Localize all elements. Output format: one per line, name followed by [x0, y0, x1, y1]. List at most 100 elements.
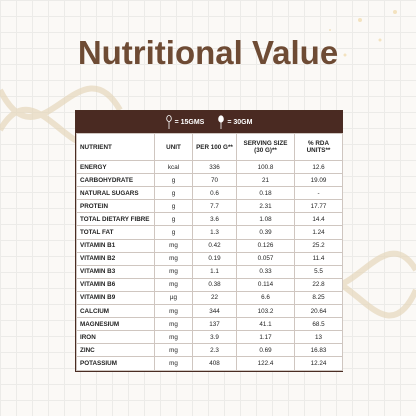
table-row: VITAMIN B3 mg 1.1 0.33 5.5 [76, 264, 343, 279]
table-cell: 0.38 [192, 277, 237, 292]
table-row: ENERGY kcal 336 100.8 12.6 [76, 159, 343, 175]
table-cell: 1.1 [192, 264, 237, 279]
table-cell: 22 [192, 290, 237, 306]
table-cell: mg [154, 356, 193, 371]
table-cell: 3.6 [192, 212, 237, 227]
table-cell: NATURAL SUGARS [76, 186, 155, 201]
table-cell: g [154, 225, 193, 240]
table-cell: g [154, 173, 193, 188]
column-header: % RDA UNITS** [294, 133, 343, 161]
table-cell: µg [154, 290, 193, 306]
table-cell: PROTEIN [76, 199, 155, 214]
table-cell: 0.42 [192, 238, 237, 253]
table-cell: 19.09 [294, 173, 343, 188]
table-cell: 13 [294, 330, 343, 345]
table-cell: VITAMIN B6 [76, 277, 155, 292]
table-row: VITAMIN B6 mg 0.38 0.114 22.8 [76, 277, 343, 292]
spoon-icon [165, 115, 172, 129]
table-row: ZINC mg 2.3 0.69 16.83 [76, 343, 343, 358]
table-cell: 0.33 [236, 264, 295, 279]
legend-item: = 30GM [218, 115, 252, 129]
table-cell: g [154, 199, 193, 214]
table-cell: 0.39 [236, 225, 295, 240]
spoon-icon [218, 115, 225, 129]
table-cell: 408 [192, 356, 237, 371]
table-cell: g [154, 212, 193, 227]
table-cell: 336 [192, 159, 237, 175]
table-cell: 8.25 [294, 290, 343, 306]
table-cell: 0.057 [236, 251, 295, 266]
table-cell: 2.31 [236, 199, 295, 214]
table-cell: 25.2 [294, 238, 343, 253]
table-row: VITAMIN B1 mg 0.42 0.126 25.2 [76, 238, 343, 253]
table-cell: VITAMIN B1 [76, 238, 155, 253]
legend-text: = 30GM [227, 118, 253, 126]
table-row: TOTAL FAT g 1.3 0.39 1.24 [76, 225, 343, 240]
table-cell: 3.9 [192, 330, 237, 345]
legend-text: = 15GMS [174, 118, 205, 126]
table-row: PROTEIN g 7.7 2.31 17.77 [76, 199, 343, 214]
table-cell: 100.8 [236, 159, 295, 175]
table-cell: mg [154, 277, 193, 292]
table-cell: 17.77 [294, 199, 343, 214]
table-cell: 137 [192, 317, 237, 332]
table-cell: mg [154, 304, 193, 319]
table-cell: 1.08 [236, 212, 295, 227]
table-row: MAGNESIUM mg 137 41.1 68.5 [76, 317, 343, 332]
column-header: SERVING SIZE (30 G)** [236, 133, 295, 161]
table-row: CARBOHYDRATE g 70 21 19.09 [76, 173, 343, 188]
table-cell: 70 [192, 173, 237, 188]
title: Nutritional Value [77, 34, 339, 71]
serving-legend: = 15GMS = 30GM [76, 111, 342, 133]
table-cell: 12.6 [294, 159, 343, 175]
nutrition-table: = 15GMS = 30GM NUTRIENT UNIT PER 100 G** SE… [75, 110, 343, 372]
table-cell: mg [154, 343, 193, 358]
table-cell: IRON [76, 330, 155, 345]
table-cell: VITAMIN B3 [76, 264, 155, 279]
table-cell: 103.2 [236, 304, 295, 319]
table-cell: 0.69 [236, 343, 295, 358]
table-cell: 0.114 [236, 277, 295, 292]
table-row: TOTAL DIETARY FIBRE g 3.6 1.08 14.4 [76, 212, 343, 227]
table-cell: 0.6 [192, 186, 237, 201]
table-cell: mg [154, 251, 193, 266]
table-row: POTASSIUM mg 408 122.4 12.24 [76, 356, 343, 371]
legend-item: = 15GMS [165, 115, 205, 129]
table-row: CALCIUM mg 344 103.2 20.64 [76, 304, 343, 319]
table-cell: 0.19 [192, 251, 237, 266]
table-cell: POTASSIUM [76, 356, 155, 371]
table-cell: kcal [154, 159, 193, 175]
table-cell: ZINC [76, 343, 155, 358]
table-row: NATURAL SUGARS g 0.6 0.18- [76, 186, 343, 201]
table-cell: - [294, 186, 343, 201]
header-row: NUTRIENT UNIT PER 100 G** SERVING SIZE (30 … [76, 133, 343, 161]
table-cell: 12.24 [294, 356, 343, 371]
column-header: NUTRIENT [76, 133, 155, 161]
table-cell: 11.4 [294, 251, 343, 266]
table-cell: MAGNESIUM [76, 317, 155, 332]
table-cell: 344 [192, 304, 237, 319]
table-cell: 20.64 [294, 304, 343, 319]
table-cell: 68.5 [294, 317, 343, 332]
table-cell: ENERGY [76, 159, 155, 175]
table-cell: 2.3 [192, 343, 237, 358]
table-cell: TOTAL FAT [76, 225, 155, 240]
table-cell: 16.83 [294, 343, 343, 358]
table-cell: 1.17 [236, 330, 295, 345]
table-cell: 7.7 [192, 199, 237, 214]
table-row: IRON mg 3.9 1.17 13 [76, 330, 343, 345]
table-cell: VITAMIN B9 [76, 290, 155, 306]
table-cell: 1.3 [192, 225, 237, 240]
table-cell: 14.4 [294, 212, 343, 227]
table-cell: VITAMIN B2 [76, 251, 155, 266]
table-cell: 122.4 [236, 356, 295, 371]
table-cell: mg [154, 238, 193, 253]
table-cell: 0.126 [236, 238, 295, 253]
column-header: UNIT [154, 133, 193, 161]
table-cell: mg [154, 317, 193, 332]
table-cell: 21 [236, 173, 295, 188]
table-cell: g [154, 186, 193, 201]
table-cell: 1.24 [294, 225, 343, 240]
table-cell: mg [154, 264, 193, 279]
